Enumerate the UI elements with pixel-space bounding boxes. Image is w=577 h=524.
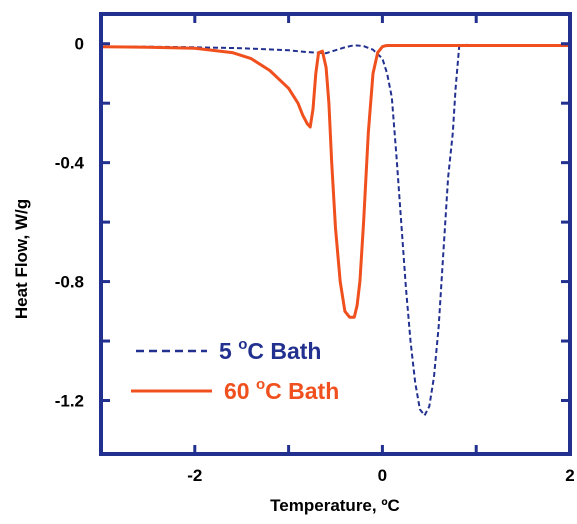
y-tick-label-3: -1.2 — [55, 391, 84, 410]
series-line-1 — [100, 44, 570, 319]
plot-frame — [99, 12, 572, 456]
legend-label-1: 60 oC Bath — [224, 376, 339, 404]
ticks-layer — [101, 14, 572, 454]
series-line-0 — [101, 43, 570, 417]
x-tick-label-2: 2 — [565, 466, 574, 485]
y-tick-label-1: -0.4 — [55, 154, 85, 173]
x-tick-labels: -2 0 2 — [187, 466, 574, 485]
x-axis-title: Temperature, ºC — [270, 496, 400, 515]
y-tick-labels: 0 -0.4 -0.8 -1.2 — [55, 35, 85, 411]
legend-label-0: 5 oC Bath — [219, 336, 321, 364]
x-tick-label-0: -2 — [187, 466, 202, 485]
x-tick-label-1: 0 — [378, 466, 387, 485]
series-layer — [100, 43, 570, 417]
y-tick-label-0: 0 — [75, 35, 84, 54]
y-tick-label-2: -0.8 — [55, 273, 84, 292]
legend: 5 oC Bath 60 oC Bath — [131, 336, 339, 404]
y-axis-title: Heat Flow, W/g — [12, 199, 31, 319]
